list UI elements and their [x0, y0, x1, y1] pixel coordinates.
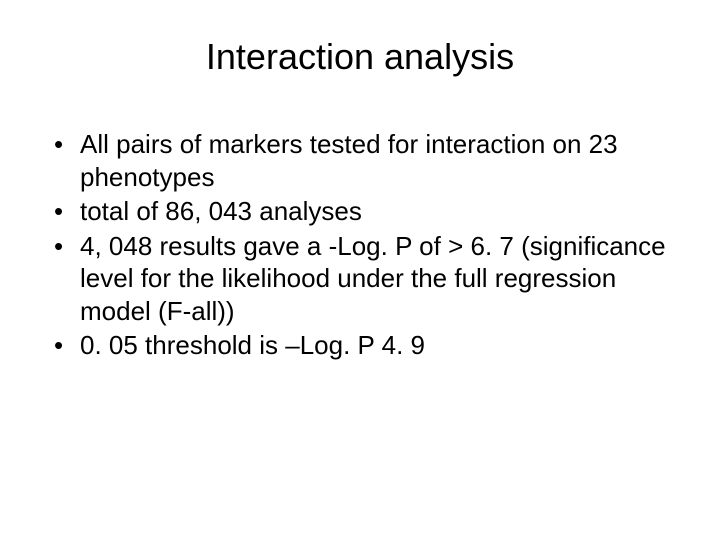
bullet-item: 4, 048 results gave a -Log. P of > 6. 7 … [50, 230, 670, 328]
bullet-item: All pairs of markers tested for interact… [50, 128, 670, 193]
slide-title: Interaction analysis [50, 36, 670, 78]
bullet-list: All pairs of markers tested for interact… [50, 128, 670, 362]
bullet-item: total of 86, 043 analyses [50, 195, 670, 228]
bullet-item: 0. 05 threshold is –Log. P 4. 9 [50, 329, 670, 362]
